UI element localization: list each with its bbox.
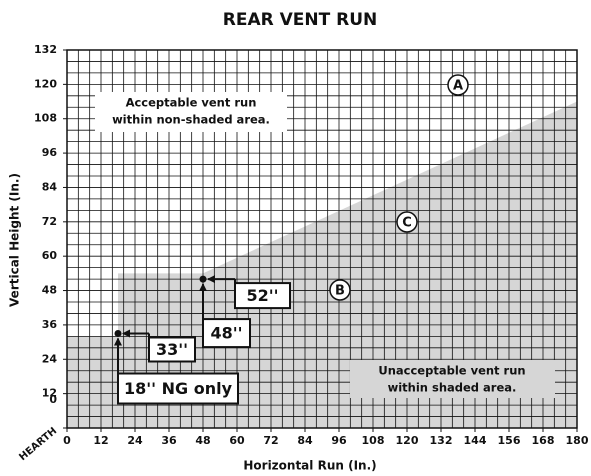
x-tick-label: 168 [532, 434, 555, 447]
label-box [117, 372, 239, 405]
y-tick-label: 120 [34, 77, 57, 90]
note-text: Acceptable vent run [126, 96, 257, 110]
y-tick-label: 0 [49, 393, 57, 406]
point-label: 18'' NG only [124, 379, 233, 398]
zone-label: B [335, 284, 345, 299]
x-tick-label: 36 [161, 434, 177, 447]
x-tick-label: 132 [430, 434, 453, 447]
x-axis-title: Horizontal Run (In.) [243, 459, 376, 473]
point-label: 52'' [246, 286, 278, 305]
y-tick-label: 84 [42, 180, 58, 193]
zone-label: A [453, 79, 463, 94]
y-tick-label: 12 [42, 387, 57, 400]
zone-label: C [402, 216, 412, 231]
x-tick-label: 48 [195, 434, 210, 447]
zone-circle [329, 279, 351, 301]
x-tick-label: 108 [362, 434, 385, 447]
point-label: 48'' [210, 324, 242, 343]
x-tick-label: 60 [229, 434, 245, 447]
x-tick-label: 156 [498, 434, 521, 447]
x-tick-label: 180 [566, 434, 589, 447]
note-text: within non-shaded area. [112, 113, 270, 127]
y-tick-label: 24 [42, 352, 58, 365]
y-tick-label: 36 [42, 318, 58, 331]
label-box [234, 282, 291, 310]
point [199, 275, 207, 283]
x-tick-label: 72 [263, 434, 278, 447]
y-tick-label: 132 [34, 43, 57, 56]
x-tick-label: 0 [63, 434, 71, 447]
plot-border [66, 49, 578, 429]
point-label: 33'' [156, 340, 188, 359]
label-box [148, 336, 196, 363]
x-tick-label: 120 [396, 434, 419, 447]
note-text: within shaded area. [388, 381, 517, 395]
x-tick-label: 84 [297, 434, 313, 447]
x-tick-label: 96 [331, 434, 347, 447]
x-tick-label: 12 [93, 434, 108, 447]
note-text: Unacceptable vent run [378, 364, 525, 378]
zone-circle [396, 211, 418, 233]
x-tick-label: 144 [464, 434, 487, 447]
y-tick-label: 108 [34, 112, 57, 125]
note-box [350, 360, 555, 398]
origin-label: HEARTH [17, 426, 59, 464]
y-tick-label: 96 [42, 146, 58, 159]
point [114, 330, 122, 337]
y-tick-label: 72 [42, 215, 57, 228]
x-tick-label: 24 [127, 434, 143, 447]
chart-title: REAR VENT RUN [223, 10, 378, 30]
note-box [95, 92, 287, 132]
y-axis-title: Vertical Height (In.) [8, 173, 22, 307]
y-tick-label: 60 [42, 249, 58, 262]
y-tick-label: 48 [42, 284, 57, 297]
label-box [202, 318, 251, 349]
zone-circle [447, 74, 469, 96]
